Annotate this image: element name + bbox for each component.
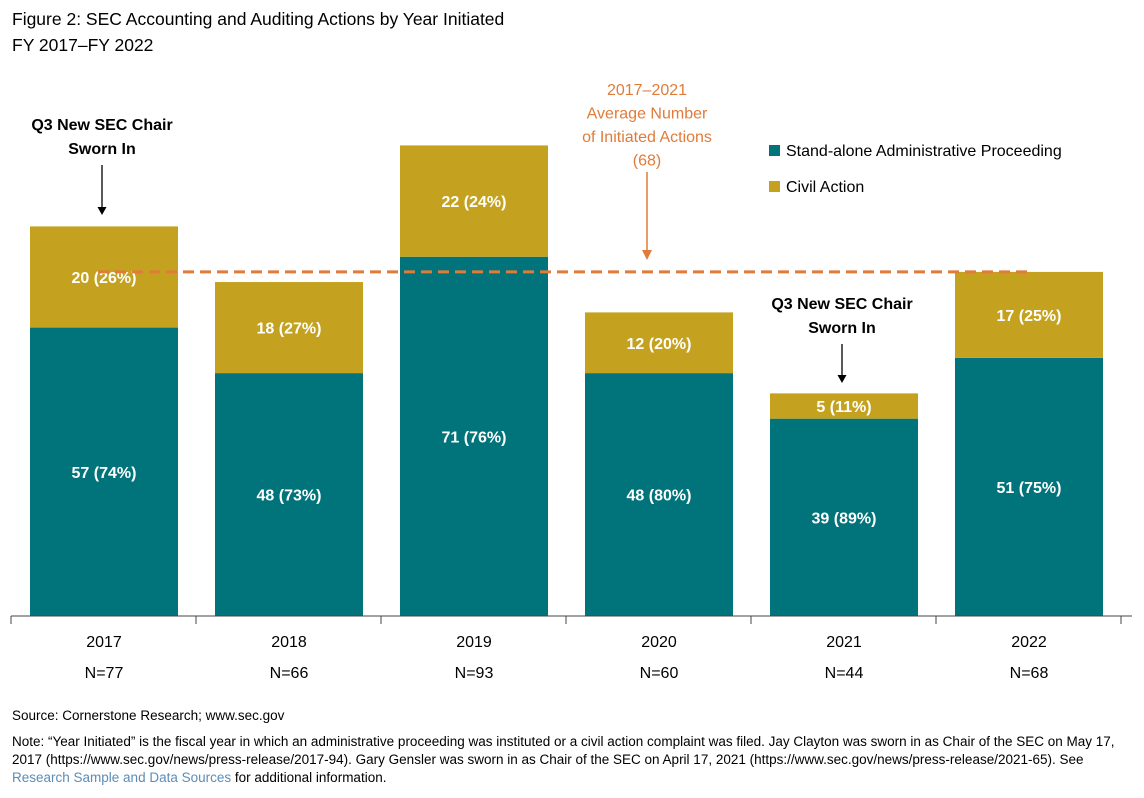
x-tick-label-2017: 2017	[86, 634, 122, 651]
bar-admin-2020	[585, 373, 733, 616]
average-arrow-head	[642, 250, 652, 260]
stacked-bar-chart: 57 (74%) 20 (26%) 2017 N=77 48 (73%) 18 (27%)…	[10, 82, 1132, 682]
annotation-arrow-head-2017	[97, 207, 107, 215]
x-tick-label-2021: 2021	[826, 634, 862, 651]
annotation-chair-2017: Q3 New SEC Chair	[31, 117, 172, 134]
data-label-admin-2019: 71 (76%)	[442, 429, 507, 446]
data-label-admin-2022: 51 (75%)	[997, 480, 1062, 497]
x-tick-label-2019: 2019	[456, 634, 492, 651]
x-tick-label-2022: 2022	[1011, 634, 1047, 651]
bar-civil-2019	[400, 145, 548, 257]
n-label-2019: N=93	[455, 665, 494, 682]
title-line-2: FY 2017–FY 2022	[12, 35, 154, 55]
data-label-civil-2019: 22 (24%)	[442, 194, 507, 211]
title-line-1: Figure 2: SEC Accounting and Auditing Ac…	[12, 9, 505, 29]
bar-admin-2021	[770, 418, 918, 616]
data-label-civil-2021: 5 (11%)	[816, 399, 871, 416]
chart-title: Figure 2: SEC Accounting and Auditing Ac…	[12, 6, 504, 58]
bar-civil-2017	[30, 226, 178, 328]
bar-civil-2020	[585, 312, 733, 374]
data-label-civil-2017: 20 (26%)	[72, 270, 137, 287]
bar-admin-2022	[955, 357, 1103, 616]
note-body: Note: “Year Initiated” is the fiscal yea…	[12, 734, 1115, 767]
bar-admin-2019	[400, 256, 548, 616]
bar-admin-2017	[30, 327, 178, 616]
data-label-civil-2022: 17 (25%)	[997, 308, 1062, 325]
data-label-civil-2018: 18 (27%)	[257, 321, 322, 338]
n-label-2021: N=44	[825, 665, 864, 682]
annotation-chair-2017: Sworn In	[68, 141, 136, 158]
note-text: Note: “Year Initiated” is the fiscal yea…	[12, 733, 1132, 787]
average-label-line: (68)	[633, 153, 661, 170]
average-label-line: Average Number	[587, 106, 708, 123]
legend-label-civil: Civil Action	[786, 179, 864, 196]
average-label-line: of Initiated Actions	[582, 129, 712, 146]
source-text: Source: Cornerstone Research; www.sec.go…	[12, 708, 285, 723]
data-label-admin-2020: 48 (80%)	[627, 488, 692, 505]
annotation-chair-2021: Sworn In	[808, 320, 876, 337]
x-tick-label-2020: 2020	[641, 634, 677, 651]
data-label-admin-2018: 48 (73%)	[257, 488, 322, 505]
legend-label-admin: Stand-alone Administrative Proceeding	[786, 143, 1062, 160]
data-label-admin-2017: 57 (74%)	[72, 465, 137, 482]
bar-civil-2022	[955, 271, 1103, 358]
data-label-admin-2021: 39 (89%)	[812, 510, 877, 527]
bar-civil-2018	[215, 282, 363, 374]
n-label-2020: N=60	[640, 665, 679, 682]
average-label-line: 2017–2021	[607, 82, 687, 99]
n-label-2018: N=66	[270, 665, 309, 682]
bar-civil-2021	[770, 393, 918, 419]
annotation-arrow-head-2021	[837, 375, 847, 383]
n-label-2017: N=77	[85, 665, 124, 682]
annotation-chair-2021: Q3 New SEC Chair	[771, 296, 912, 313]
legend-swatch-admin	[769, 145, 780, 156]
note-tail: for additional information.	[231, 770, 387, 785]
n-label-2022: N=68	[1010, 665, 1049, 682]
research-sample-link[interactable]: Research Sample and Data Sources	[12, 770, 232, 785]
x-tick-label-2018: 2018	[271, 634, 307, 651]
bar-admin-2018	[215, 373, 363, 616]
data-label-civil-2020: 12 (20%)	[627, 336, 692, 353]
legend-swatch-civil	[769, 181, 780, 192]
